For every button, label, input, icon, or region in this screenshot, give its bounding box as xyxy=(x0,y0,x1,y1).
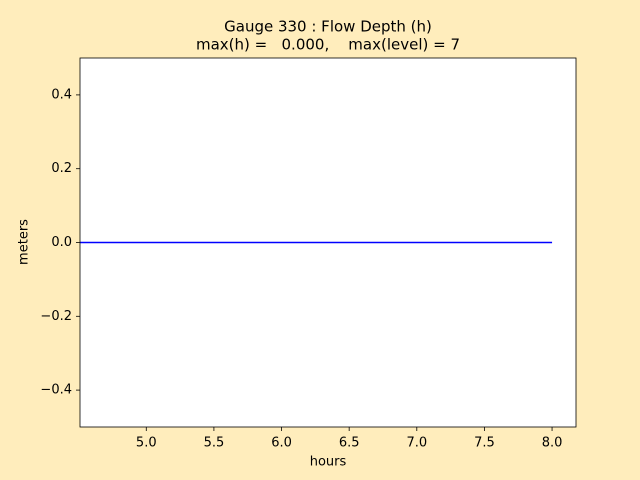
x-tick-label: 8.0 xyxy=(542,436,563,451)
y-axis-label: meters xyxy=(17,219,32,265)
y-tick-label: 0.0 xyxy=(51,235,72,250)
x-tick-label: 5.0 xyxy=(136,436,157,451)
chart-subtitle: max(h) = 0.000, max(level) = 7 xyxy=(196,36,460,54)
chart-title: Gauge 330 : Flow Depth (h) xyxy=(224,18,432,36)
x-tick-label: 7.5 xyxy=(474,436,495,451)
x-tick-label: 7.0 xyxy=(406,436,427,451)
y-tick-label: 0.2 xyxy=(51,161,72,176)
x-axis-label: hours xyxy=(310,455,347,470)
y-tick-label: −0.2 xyxy=(40,309,72,324)
axes-frame xyxy=(79,57,577,428)
x-tick-label: 5.5 xyxy=(204,436,225,451)
y-tick-label: 0.4 xyxy=(51,87,72,102)
y-tick-label: −0.4 xyxy=(40,383,72,398)
x-tick-label: 6.5 xyxy=(339,436,360,451)
x-tick-label: 6.0 xyxy=(271,436,292,451)
